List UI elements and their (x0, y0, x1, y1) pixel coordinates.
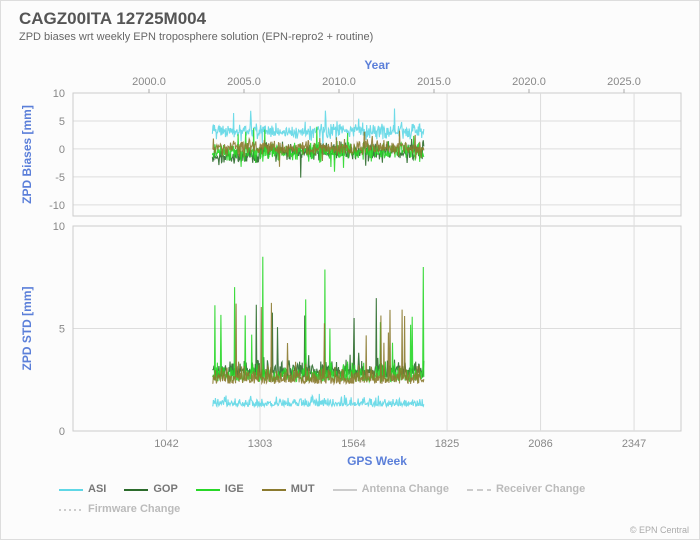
svg-text:GPS Week: GPS Week (347, 454, 407, 468)
legend-item-MUT: MUT (262, 480, 315, 500)
legend-item-GOP: GOP (124, 480, 177, 500)
legend-item-event-0: Antenna Change (333, 480, 449, 500)
svg-text:2086: 2086 (528, 438, 552, 450)
svg-text:2020.0: 2020.0 (512, 76, 546, 88)
svg-text:0: 0 (59, 426, 65, 438)
chart-subtitle: ZPD biases wrt weekly EPN troposphere so… (19, 31, 373, 43)
svg-text:2005.0: 2005.0 (227, 76, 261, 88)
svg-text:2347: 2347 (622, 438, 646, 450)
legend-item-IGE: IGE (196, 480, 244, 500)
svg-text:ZPD Biases [mm]: ZPD Biases [mm] (20, 105, 34, 204)
svg-text:1825: 1825 (435, 438, 459, 450)
svg-text:1042: 1042 (154, 438, 178, 450)
chart-frame: CAGZ00ITA 12725M004 ZPD biases wrt weekl… (0, 0, 700, 540)
svg-text:-5: -5 (55, 172, 65, 184)
svg-text:0: 0 (59, 144, 65, 156)
svg-text:2010.0: 2010.0 (322, 76, 356, 88)
svg-text:5: 5 (59, 324, 65, 336)
svg-text:2000.0: 2000.0 (132, 76, 166, 88)
svg-text:1303: 1303 (248, 438, 272, 450)
svg-text:10: 10 (53, 88, 65, 100)
svg-text:2025.0: 2025.0 (607, 76, 641, 88)
chart-title: CAGZ00ITA 12725M004 (19, 9, 206, 29)
svg-text:-10: -10 (49, 200, 65, 212)
legend: ASI GOP IGE MUT Antenna Change Receiver Chang… (19, 480, 681, 521)
svg-text:ZPD STD [mm]: ZPD STD [mm] (20, 286, 34, 370)
legend-item-event-1: Receiver Change (467, 480, 585, 500)
svg-text:5: 5 (59, 116, 65, 128)
svg-text:Year: Year (364, 58, 390, 72)
svg-text:2015.0: 2015.0 (417, 76, 451, 88)
chart-svg: -10 -5 0 5 10 0 5 10 1042 1303 1564 1825 2086 2347 200… (1, 1, 700, 541)
legend-item-ASI: ASI (59, 480, 106, 500)
svg-text:10: 10 (53, 221, 65, 233)
legend-item-event-2: Firmware Change (59, 500, 180, 520)
footer-credit: © EPN Central (630, 525, 689, 535)
svg-text:1564: 1564 (341, 438, 365, 450)
